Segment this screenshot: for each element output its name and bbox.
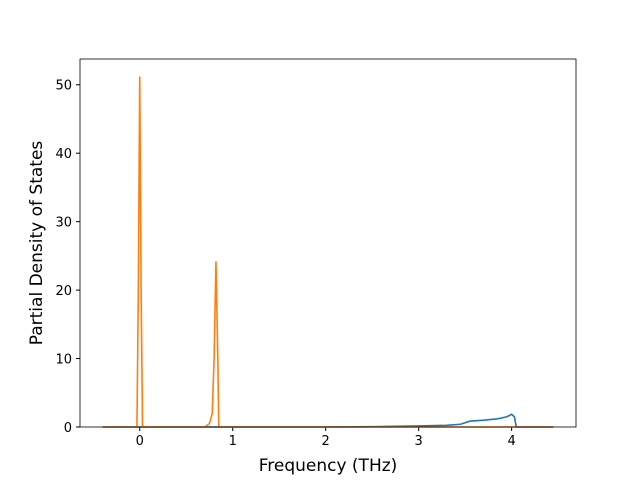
x-tick-label: 2 bbox=[322, 434, 330, 449]
x-tick-label: 0 bbox=[136, 434, 144, 449]
y-tick-label: 0 bbox=[64, 421, 72, 436]
line-series bbox=[102, 413, 554, 428]
y-tick-label: 40 bbox=[55, 147, 72, 162]
y-tick-label: 50 bbox=[55, 79, 72, 94]
y-tick-label: 20 bbox=[55, 284, 72, 299]
y-tick-label: 10 bbox=[55, 353, 72, 368]
x-tick-label: 1 bbox=[229, 434, 237, 449]
y-tick-label: 30 bbox=[55, 216, 72, 231]
plot-frame bbox=[79, 58, 577, 428]
y-axis-label: Partial Density of States bbox=[27, 141, 47, 346]
x-axis-label: Frequency (THz) bbox=[259, 456, 398, 476]
x-tick-label: 4 bbox=[507, 434, 515, 449]
line-series bbox=[102, 76, 554, 428]
x-tick-label: 3 bbox=[415, 434, 423, 449]
